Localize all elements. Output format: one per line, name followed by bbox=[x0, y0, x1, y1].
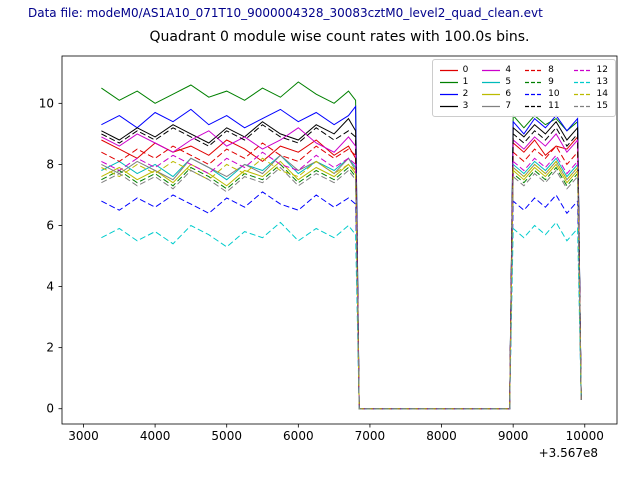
legend-label: 7 bbox=[505, 101, 512, 111]
y-tick-label: 4 bbox=[46, 280, 54, 294]
legend-item-7: 7 bbox=[482, 100, 511, 112]
legend-item-3: 3 bbox=[439, 100, 469, 112]
series-line-2 bbox=[101, 104, 582, 410]
legend-label: 10 bbox=[548, 89, 560, 99]
series-line-11 bbox=[101, 124, 582, 410]
y-tick-label: 2 bbox=[46, 341, 54, 355]
chart-title: Quadrant 0 module wise count rates with … bbox=[149, 29, 530, 45]
legend-line-sample bbox=[439, 81, 458, 83]
x-axis-offset-label: +3.567e8 bbox=[538, 446, 598, 460]
x-tick-label: 3000 bbox=[68, 429, 99, 443]
legend-label: 6 bbox=[505, 89, 512, 99]
legend-label: 1 bbox=[462, 77, 469, 87]
x-tick-label: 8000 bbox=[426, 429, 457, 443]
axes-frame bbox=[61, 55, 618, 425]
legend-label: 9 bbox=[548, 77, 554, 87]
legend-item-14: 14 bbox=[573, 88, 608, 100]
y-tick-label: 6 bbox=[46, 218, 54, 232]
legend-item-10: 10 bbox=[525, 88, 560, 100]
legend-label: 12 bbox=[596, 65, 608, 75]
legend-line-sample bbox=[525, 93, 544, 95]
x-tick-label: 10000 bbox=[566, 429, 604, 443]
legend-line-sample bbox=[573, 105, 592, 107]
legend-label: 5 bbox=[505, 77, 512, 87]
legend-line-sample bbox=[573, 81, 592, 83]
series-line-12 bbox=[101, 151, 582, 410]
data-file-label: Data file: modeM0/AS1A10_071T10_90000043… bbox=[28, 6, 543, 20]
x-tick-label: 5000 bbox=[211, 429, 242, 443]
x-tick-label: 4000 bbox=[140, 429, 171, 443]
legend-item-15: 15 bbox=[573, 100, 608, 112]
legend-label: 11 bbox=[548, 101, 560, 111]
legend-item-12: 12 bbox=[573, 64, 608, 76]
series-line-0 bbox=[101, 135, 582, 410]
series-line-5 bbox=[101, 154, 582, 410]
legend-item-6: 6 bbox=[482, 88, 511, 100]
y-tick-label: 8 bbox=[46, 157, 54, 171]
series-line-8 bbox=[101, 142, 582, 410]
legend-item-5: 5 bbox=[482, 76, 511, 88]
legend-line-sample bbox=[482, 105, 501, 107]
legend-line-sample bbox=[573, 93, 592, 95]
series-line-7 bbox=[101, 154, 582, 410]
legend-line-sample bbox=[482, 93, 501, 95]
legend-line-sample bbox=[525, 69, 544, 71]
legend-line-sample bbox=[525, 105, 544, 107]
legend-label: 0 bbox=[462, 65, 469, 75]
legend-label: 4 bbox=[505, 65, 512, 75]
legend-label: 8 bbox=[548, 65, 554, 75]
series-line-14 bbox=[101, 157, 582, 410]
legend-line-sample bbox=[439, 93, 458, 95]
series-line-15 bbox=[101, 166, 582, 410]
series-line-6 bbox=[101, 160, 582, 410]
series-line-3 bbox=[101, 117, 582, 410]
legend-item-0: 0 bbox=[439, 64, 469, 76]
legend-item-13: 13 bbox=[573, 76, 608, 88]
x-tick-label: 7000 bbox=[355, 429, 386, 443]
legend-line-sample bbox=[439, 105, 458, 107]
legend-line-sample bbox=[525, 81, 544, 83]
x-tick-label: 6000 bbox=[283, 429, 314, 443]
legend-line-sample bbox=[482, 69, 501, 71]
legend-label: 14 bbox=[596, 89, 608, 99]
series-line-1 bbox=[101, 81, 582, 410]
legend-line-sample bbox=[573, 69, 592, 71]
y-tick-label: 0 bbox=[46, 402, 54, 416]
legend-item-4: 4 bbox=[482, 64, 511, 76]
legend-label: 15 bbox=[596, 101, 608, 111]
legend-item-11: 11 bbox=[525, 100, 560, 112]
legend: 0 1 2 3 4 5 6 7 8 9 10 11 12 13 14 15 bbox=[431, 59, 616, 117]
series-line-4 bbox=[101, 127, 582, 410]
legend-label: 3 bbox=[462, 101, 469, 111]
legend-item-2: 2 bbox=[439, 88, 469, 100]
series-line-13 bbox=[101, 221, 582, 410]
legend-item-9: 9 bbox=[525, 76, 559, 88]
legend-label: 2 bbox=[462, 89, 469, 99]
series-line-10 bbox=[101, 191, 582, 410]
y-tick-label: 10 bbox=[39, 96, 54, 110]
legend-label: 13 bbox=[596, 77, 608, 87]
legend-item-1: 1 bbox=[439, 76, 469, 88]
legend-line-sample bbox=[482, 81, 501, 83]
series-line-9 bbox=[101, 163, 582, 410]
legend-item-8: 8 bbox=[525, 64, 559, 76]
x-tick-label: 9000 bbox=[498, 429, 529, 443]
legend-line-sample bbox=[439, 69, 458, 71]
